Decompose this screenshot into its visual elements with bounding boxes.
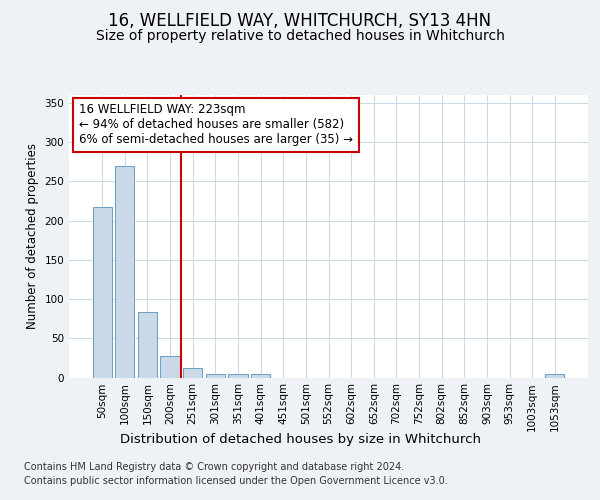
Y-axis label: Number of detached properties: Number of detached properties: [26, 143, 39, 329]
Bar: [115, 166, 134, 378]
Text: Contains public sector information licensed under the Open Government Licence v3: Contains public sector information licen…: [24, 476, 448, 486]
Text: Size of property relative to detached houses in Whitchurch: Size of property relative to detached ho…: [95, 29, 505, 43]
Text: 16, WELLFIELD WAY, WHITCHURCH, SY13 4HN: 16, WELLFIELD WAY, WHITCHURCH, SY13 4HN: [109, 12, 491, 30]
Text: Distribution of detached houses by size in Whitchurch: Distribution of detached houses by size …: [119, 432, 481, 446]
Bar: [138, 312, 157, 378]
Bar: [183, 368, 202, 378]
Bar: [92, 207, 112, 378]
Bar: [229, 374, 248, 378]
Bar: [206, 374, 225, 378]
Bar: [545, 374, 565, 378]
Bar: [251, 374, 270, 378]
Text: 16 WELLFIELD WAY: 223sqm
← 94% of detached houses are smaller (582)
6% of semi-d: 16 WELLFIELD WAY: 223sqm ← 94% of detach…: [79, 104, 353, 146]
Bar: [160, 356, 180, 378]
Text: Contains HM Land Registry data © Crown copyright and database right 2024.: Contains HM Land Registry data © Crown c…: [24, 462, 404, 472]
